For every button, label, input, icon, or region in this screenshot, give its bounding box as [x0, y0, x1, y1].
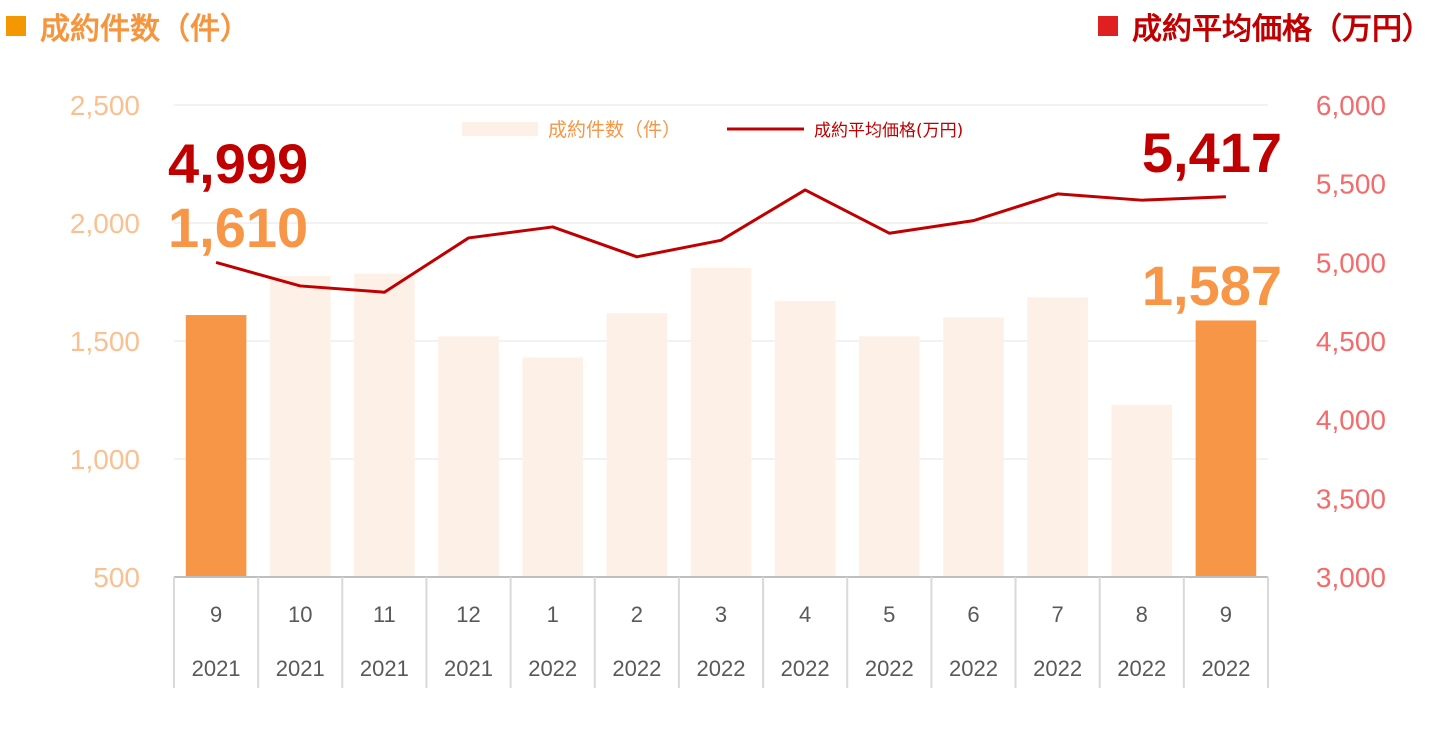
left-tick-label: 2,500: [70, 90, 140, 121]
x-tick-month: 10: [288, 602, 312, 627]
right-tick-label: 3,500: [1316, 483, 1386, 514]
x-tick-year: 2022: [949, 656, 998, 681]
left-tick-label: 2,000: [70, 208, 140, 239]
count-bar: [1111, 404, 1173, 577]
count-square-icon: [6, 16, 26, 36]
count-bar: [859, 336, 920, 577]
right-tick-label: 5,500: [1316, 169, 1386, 200]
count-bar: [522, 357, 583, 577]
count-bar: [438, 336, 499, 577]
x-tick-month: 3: [715, 602, 727, 627]
count-bar: [943, 317, 1004, 577]
count-bar: [1195, 320, 1257, 577]
x-tick-month: 12: [456, 602, 480, 627]
right-axis-title: 成約平均価格（万円）: [1098, 4, 1432, 48]
last-price-label: 5,417: [1142, 121, 1282, 184]
x-tick-year: 2022: [865, 656, 914, 681]
x-tick-month: 7: [1051, 602, 1063, 627]
x-tick-year: 2022: [781, 656, 830, 681]
right-tick-label: 3,000: [1316, 562, 1386, 593]
price-line-series: [215, 188, 1226, 294]
right-tick-label: 4,500: [1316, 326, 1386, 357]
left-axis: 500 1,000 1,500 2,000 2,500: [70, 90, 140, 593]
callout-labels: 4,999 1,610 5,417 1,587: [168, 121, 1282, 317]
x-tick-month: 8: [1136, 602, 1148, 627]
x-tick-month: 9: [1220, 602, 1232, 627]
count-bars: [185, 267, 1257, 577]
left-tick-label: 1,000: [70, 444, 140, 475]
x-tick-year: 2022: [1117, 656, 1166, 681]
legend-price-label: 成約平均価格(万円): [814, 121, 963, 141]
first-price-label: 4,999: [168, 132, 308, 195]
x-tick-year: 2021: [192, 656, 241, 681]
x-tick-month: 4: [799, 602, 811, 627]
x-tick-month: 1: [547, 602, 559, 627]
x-tick-year: 2022: [1033, 656, 1082, 681]
x-tick-year: 2021: [276, 656, 325, 681]
right-tick-label: 4,000: [1316, 405, 1386, 436]
count-bar: [354, 273, 415, 577]
first-count-label: 1,610: [168, 196, 308, 259]
left-axis-title-text: 成約件数（件）: [40, 12, 250, 47]
count-bar: [1027, 297, 1088, 577]
count-bar: [606, 313, 668, 577]
count-bar: [774, 300, 836, 577]
legend-count-swatch: [462, 122, 538, 136]
x-tick-year: 2022: [1201, 656, 1250, 681]
right-axis: 3,000 3,500 4,000 4,500 5,000 5,500 6,000: [1316, 90, 1386, 593]
x-tick-year: 2022: [528, 656, 577, 681]
x-tick-year: 2022: [612, 656, 661, 681]
left-axis-title: 成約件数（件）: [6, 4, 250, 48]
x-tick-month: 9: [210, 602, 222, 627]
x-tick-month: 6: [967, 602, 979, 627]
legend: 成約件数（件） 成約平均価格(万円): [462, 119, 963, 141]
count-bar: [269, 276, 331, 577]
right-tick-label: 5,000: [1316, 247, 1386, 278]
right-axis-title-text: 成約平均価格（万円）: [1132, 12, 1432, 47]
x-tick-month: 11: [373, 602, 396, 627]
x-tick-month: 2: [631, 602, 643, 627]
price-line: [215, 188, 1226, 294]
x-tick-year: 2022: [697, 656, 746, 681]
x-tick-month: 5: [883, 602, 895, 627]
legend-count-label: 成約件数（件）: [548, 119, 681, 141]
left-tick-label: 1,500: [70, 326, 140, 357]
count-bar: [185, 315, 247, 577]
right-tick-label: 6,000: [1316, 90, 1386, 121]
left-tick-label: 500: [93, 562, 140, 593]
price-square-icon: [1098, 16, 1118, 36]
last-count-label: 1,587: [1142, 254, 1282, 317]
x-axis: 9 2021 10 2021 11 2021 12 2021 1 2022 2 2022 3 2022 4 2…: [173, 576, 1269, 688]
count-bar: [690, 267, 752, 577]
x-tick-year: 2021: [360, 656, 409, 681]
x-tick-year: 2021: [444, 656, 493, 681]
